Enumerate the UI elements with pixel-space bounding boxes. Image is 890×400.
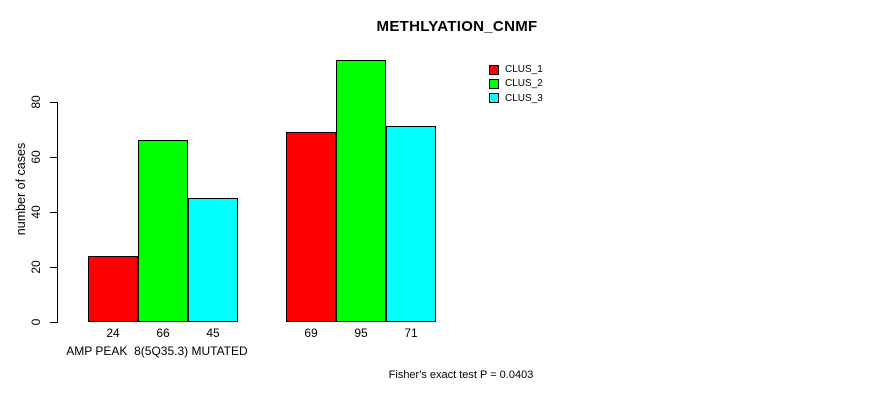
legend-swatch-clus-1: [489, 64, 499, 75]
bar-value-label: 24: [106, 326, 120, 340]
y-axis-tick: [50, 156, 57, 158]
legend-item: CLUS_2: [489, 78, 543, 89]
bar-value-label: 71: [404, 326, 418, 340]
y-axis-line: [57, 101, 58, 323]
y-axis-tick-label: 80: [29, 94, 43, 109]
bar-clus-3-group-1: [188, 197, 238, 322]
legend-label: CLUS_1: [505, 64, 543, 75]
y-axis-tick: [50, 211, 57, 213]
x-group-label: AMP PEAK 8(5Q35.3) MUTATED: [66, 344, 248, 358]
bar-clus-1-group-1: [88, 255, 138, 322]
chart-title: METHLYATION_CNMF: [376, 18, 538, 35]
bar-value-label: 69: [304, 326, 318, 340]
legend-label: CLUS_2: [505, 78, 543, 90]
bar-clus-2-group-2: [336, 60, 386, 322]
y-axis-tick: [50, 101, 57, 103]
legend-swatch-clus-3: [489, 93, 499, 104]
bar-value-label: 95: [354, 326, 368, 340]
y-axis-tick-label: 20: [29, 260, 43, 274]
bar-clus-2-group-1: [138, 140, 188, 322]
y-axis-tick: [50, 266, 57, 268]
y-axis-tick: [50, 322, 57, 323]
y-axis-tick-label: 0: [29, 318, 43, 326]
legend-label: CLUS_3: [505, 92, 543, 104]
fisher-test-annotation: Fisher's exact test P = 0.0403: [388, 369, 534, 381]
bar-clus-3-group-2: [386, 126, 436, 322]
bar-value-label: 66: [156, 326, 170, 340]
bar-value-label: 45: [206, 326, 220, 340]
legend-item: CLUS_3: [489, 93, 543, 104]
legend-swatch-clus-2: [489, 78, 499, 89]
y-axis-tick-label: 40: [29, 205, 43, 219]
bar-clus-1-group-2: [286, 131, 336, 322]
legend-item: CLUS_1: [489, 64, 543, 75]
y-axis-tick-label: 60: [29, 149, 43, 164]
